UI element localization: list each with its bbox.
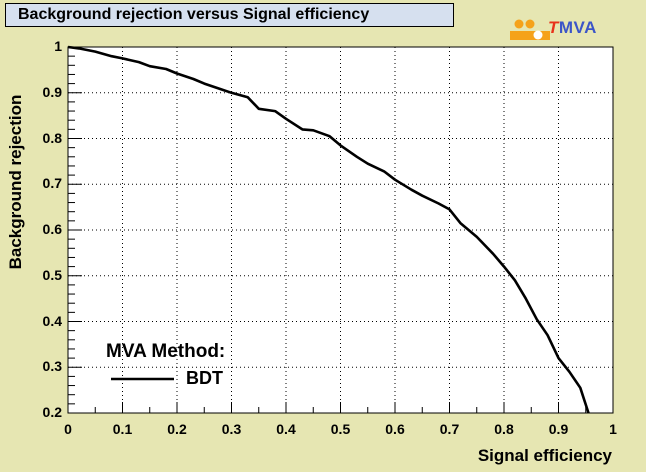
x-tick-label: 0.5 (330, 421, 351, 437)
x-tick-label: 0.9 (548, 421, 569, 437)
y-tick-label: 0.6 (42, 221, 62, 237)
x-tick-label: 0.1 (112, 421, 133, 437)
chart-title: Background rejection versus Signal effic… (5, 3, 454, 27)
legend-entry-bdt: BDT (186, 368, 223, 388)
grid-lines (68, 47, 613, 413)
y-tick-label: 0.8 (42, 129, 62, 146)
legend-header: MVA Method: (106, 341, 226, 362)
x-tick-label: 0.4 (276, 421, 296, 437)
x-tick-label: 0 (64, 421, 72, 437)
y-axis-label: Background rejection (6, 94, 25, 270)
x-axis-label: Signal efficiency (477, 446, 612, 465)
x-tick-label: 0.3 (221, 421, 242, 437)
axis-ticks (67, 46, 614, 414)
x-tick-label: 0.8 (494, 421, 514, 437)
y-tick-label: 0.9 (42, 83, 62, 100)
y-tick-label: 0.5 (42, 266, 62, 283)
y-tick-label: 0.3 (42, 358, 62, 375)
logo-text: TMVA (548, 18, 597, 37)
x-tick-label: 1 (609, 421, 617, 437)
y-tick-label: 0.4 (42, 312, 62, 329)
series-line-bdt (67, 45, 590, 414)
x-tick-label: 0.2 (167, 421, 187, 437)
y-tick-label: 0.2 (42, 404, 62, 420)
x-tick-label: 0.6 (385, 421, 405, 437)
y-tick-label: 0.7 (42, 175, 62, 192)
y-tick-label: 1 (54, 38, 62, 54)
tmva-logo: TMVA (510, 15, 610, 43)
tmva-dots-logo-icon (510, 19, 550, 40)
x-tick-label: 0.7 (439, 421, 460, 437)
